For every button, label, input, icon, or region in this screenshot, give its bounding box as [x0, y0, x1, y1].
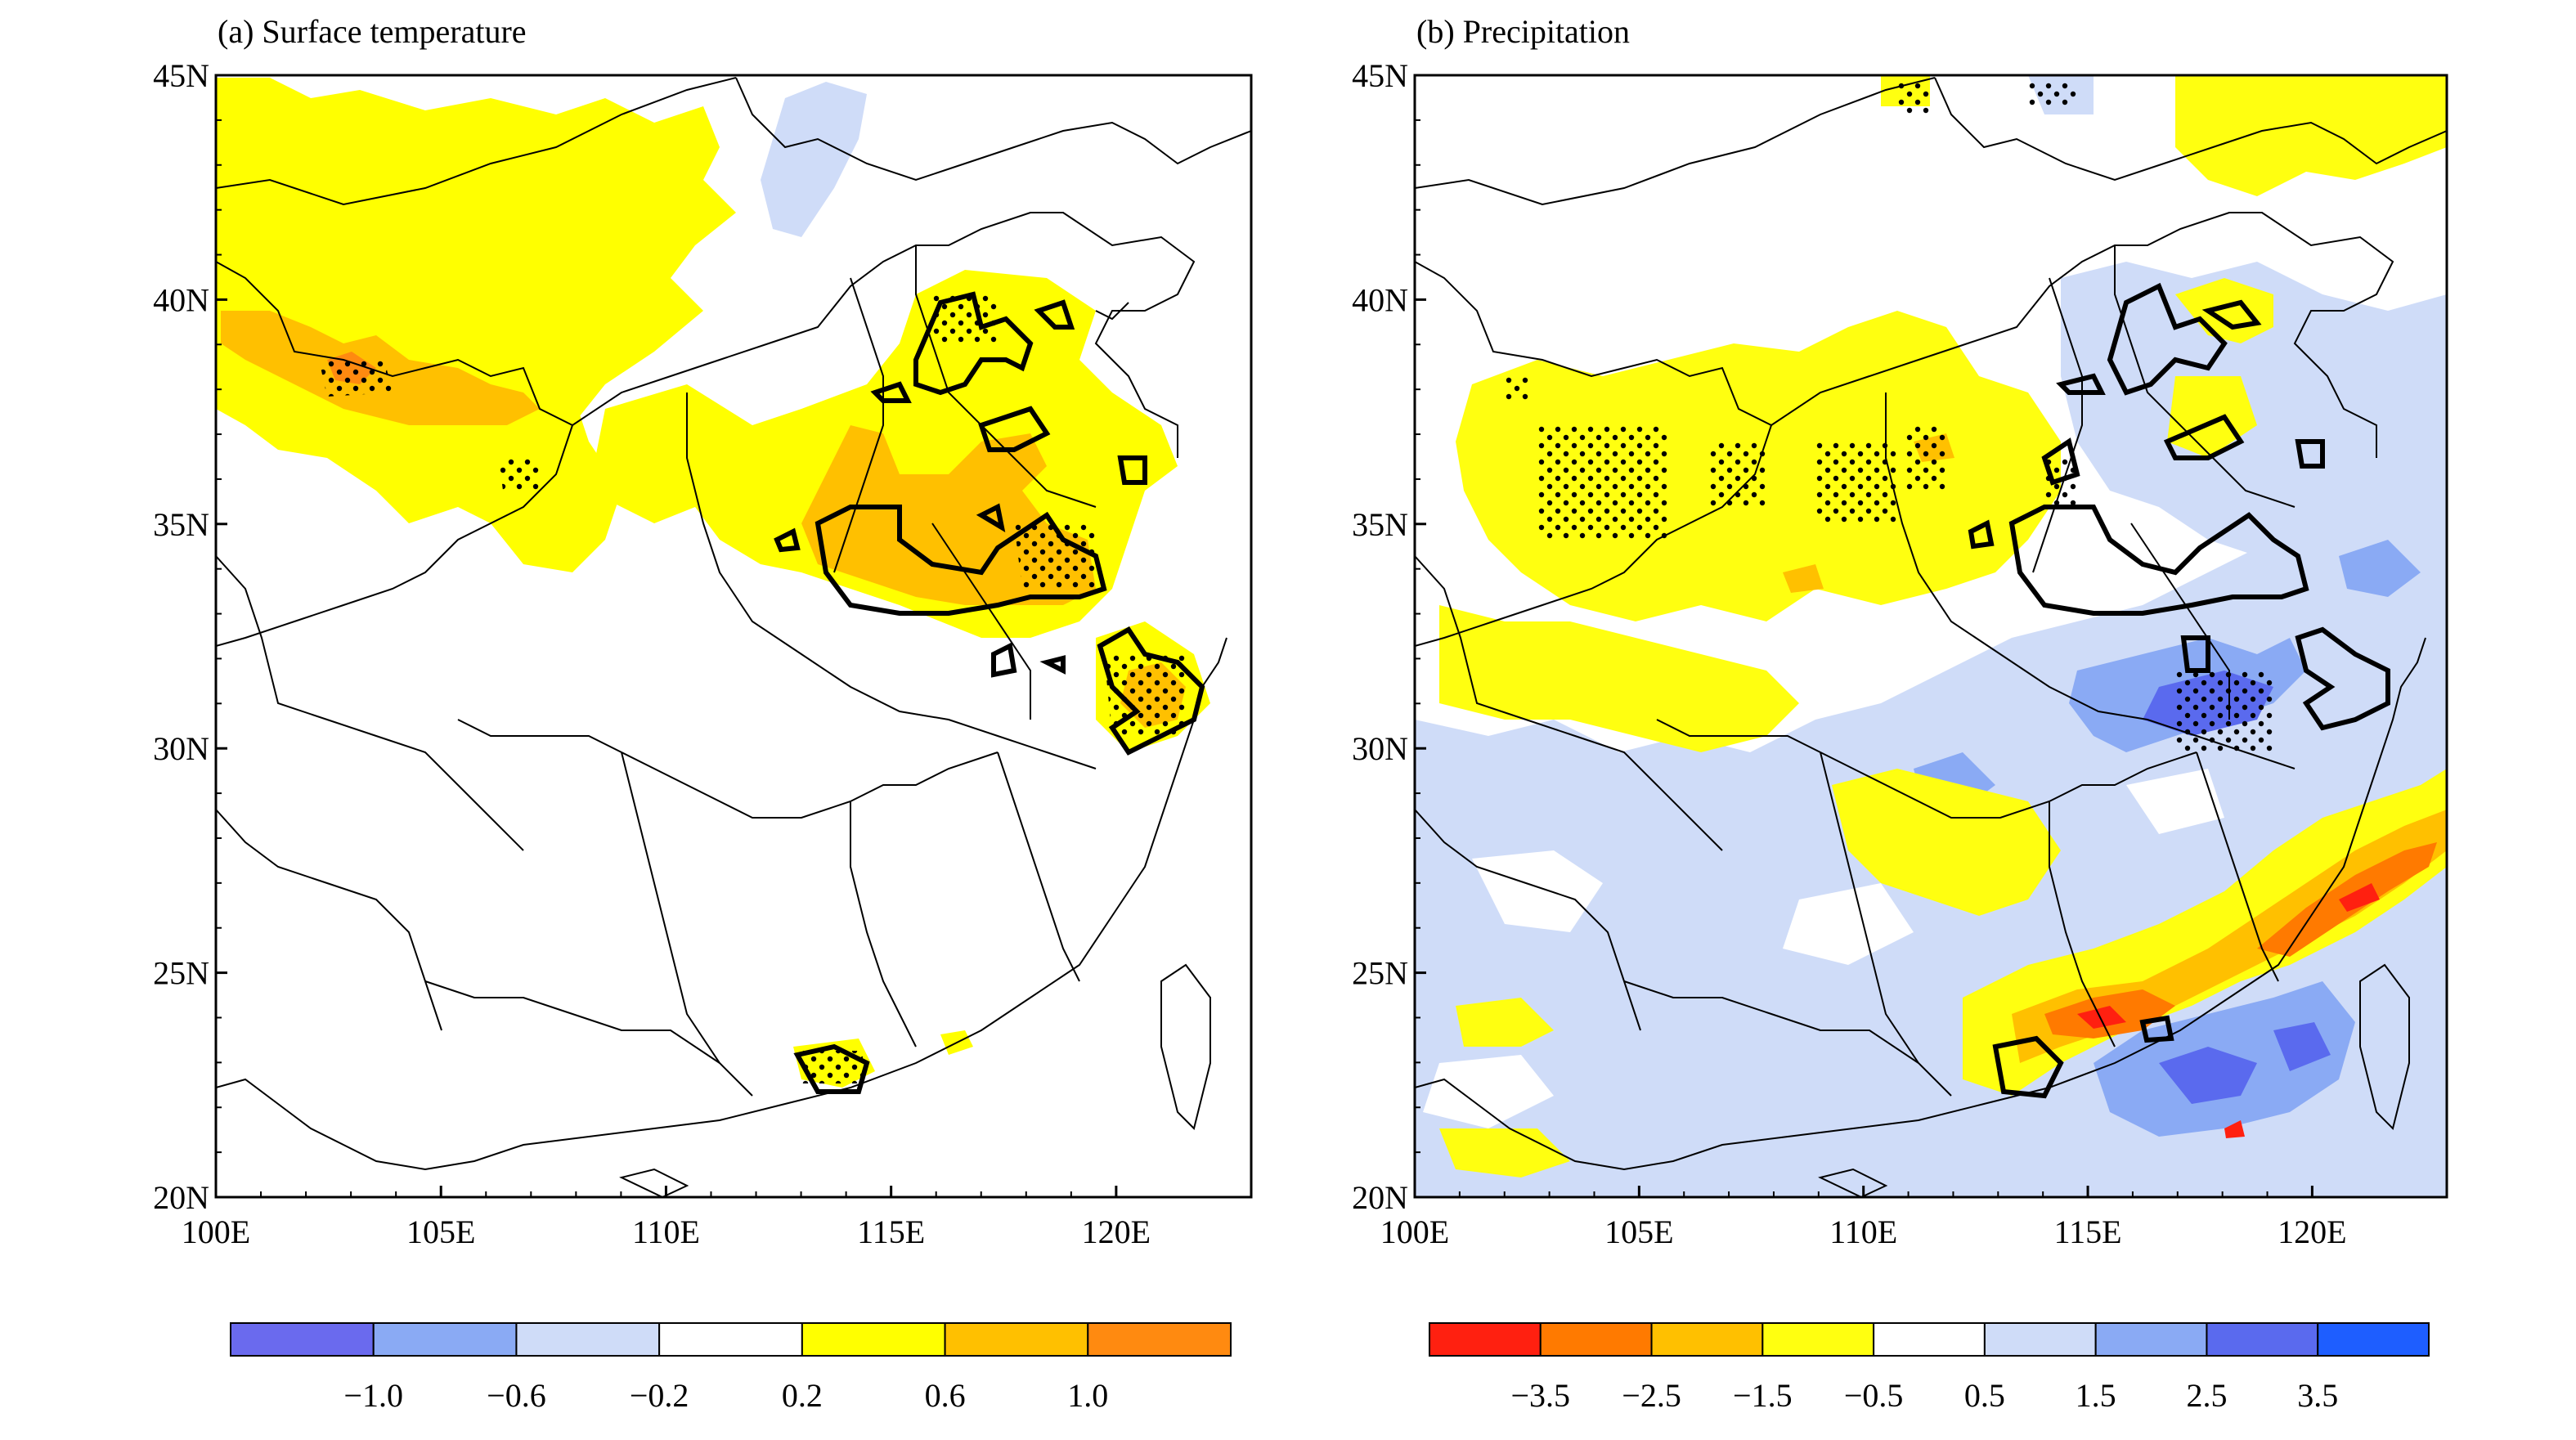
colorbar-label: 1.0: [1067, 1377, 1108, 1414]
panel-a-frame: [214, 74, 1253, 1199]
colorbar-swatch: [1761, 1322, 1875, 1357]
panel-b-title: (b) Precipitation: [1416, 13, 1630, 50]
y-tick-label: 40N: [153, 281, 209, 318]
colorbar-label: 0.2: [782, 1377, 823, 1414]
colorbar-swatch: [658, 1322, 803, 1357]
colorbar-swatch: [2317, 1322, 2430, 1357]
x-tick-label: 115E: [2054, 1213, 2122, 1250]
panel-a-map: [216, 75, 1251, 1197]
y-tick-label: 35N: [153, 506, 209, 543]
colorbar-swatch: [801, 1322, 946, 1357]
precip-light-blue-east: [2061, 262, 2447, 605]
admin-borders-a: [216, 77, 1251, 1197]
x-tick-label: 100E: [182, 1213, 250, 1250]
colorbar-label: 1.5: [2076, 1377, 2116, 1414]
colorbar-label: −3.5: [1510, 1377, 1570, 1414]
colorbar-swatch: [1539, 1322, 1653, 1357]
temp-significance-contours: [774, 291, 1205, 1094]
x-tick-label: 105E: [1604, 1213, 1673, 1250]
precip-neutral-patches: [1423, 769, 2224, 1128]
panel-a-colorbar: −1.0 −0.6 −0.2 0.2 0.6 1.0: [230, 1322, 1232, 1414]
precip-red: [2077, 883, 2380, 1138]
temp-stippling: [319, 294, 1186, 1083]
colorbar-swatch: [1087, 1322, 1232, 1357]
colorbar-label: 0.5: [1964, 1377, 2005, 1414]
x-tick-label: 110E: [632, 1213, 700, 1250]
colorbar-label: −1.0: [343, 1377, 403, 1414]
colorbar-swatch: [2094, 1322, 2208, 1357]
colorbar-label: −0.6: [487, 1377, 546, 1414]
temp-warm-area-northwest: [216, 343, 622, 572]
x-tick-label: 105E: [406, 1213, 475, 1250]
panel-b-axes: 100E 105E 110E 115E 120E 45N 40N 35N 30N 25N 20N: [1352, 57, 2347, 1250]
colorbar-swatch: [1983, 1322, 2097, 1357]
colorbar-label: 0.6: [925, 1377, 966, 1414]
colorbar-label: −0.5: [1844, 1377, 1904, 1414]
y-tick-label: 45N: [1352, 57, 1408, 94]
colorbar-label: 3.5: [2297, 1377, 2338, 1414]
y-tick-label: 35N: [1352, 506, 1408, 543]
colorbar-swatch: [515, 1322, 661, 1357]
y-tick-label: 20N: [153, 1179, 209, 1216]
panel-b-colorbar: −3.5 −2.5 −1.5 −0.5 0.5 1.5 2.5 3.5: [1429, 1322, 2430, 1414]
y-tick-label: 20N: [1352, 1179, 1408, 1216]
y-tick-label: 25N: [1352, 955, 1408, 992]
x-tick-label: 120E: [1082, 1213, 1151, 1250]
precip-yellow-north: [2175, 75, 2447, 196]
y-tick-label: 25N: [153, 955, 209, 992]
colorbar-label: −2.5: [1622, 1377, 1681, 1414]
precip-blue-mid: [1914, 540, 2421, 810]
colorbar-swatch: [1650, 1322, 1764, 1357]
colorbar-swatch: [230, 1322, 375, 1357]
y-tick-label: 30N: [153, 730, 209, 767]
colorbar-swatch: [944, 1322, 1089, 1357]
colorbar-swatch: [372, 1322, 518, 1357]
panel-a-axes: 100E 105E 110E 115E 120E 45N 40N 35N 30N 25N 20N: [153, 57, 1151, 1250]
precip-blue-dark: [2143, 671, 2331, 1104]
x-tick-label: 110E: [1829, 1213, 1897, 1250]
y-tick-label: 30N: [1352, 730, 1408, 767]
y-tick-label: 45N: [153, 57, 209, 94]
colorbar-label: −1.5: [1733, 1377, 1793, 1414]
panel-a: (a) Surface temperature: [153, 13, 1253, 1414]
panel-b-map: [1415, 75, 2447, 1197]
precip-yellow-south: [1832, 769, 2061, 916]
precip-stippling: [1505, 82, 2273, 752]
x-tick-label: 120E: [2278, 1213, 2346, 1250]
colorbar-label: −0.2: [630, 1377, 689, 1414]
colorbar-label: 2.5: [2186, 1377, 2227, 1414]
panel-a-title: (a) Surface temperature: [218, 13, 527, 50]
precip-yellow-central: [1439, 605, 1799, 752]
colorbar-swatch: [1873, 1322, 1986, 1357]
colorbar-swatch: [2206, 1322, 2319, 1357]
y-tick-label: 40N: [1352, 281, 1408, 318]
x-tick-label: 100E: [1380, 1213, 1449, 1250]
x-tick-label: 115E: [857, 1213, 925, 1250]
temp-cool-patch: [761, 82, 867, 237]
precip-dark-orange: [2044, 842, 2437, 1039]
panel-b: (b) Precipitation: [1352, 13, 2448, 1414]
admin-borders-b: [1415, 77, 2447, 1197]
colorbar-swatch: [1429, 1322, 1542, 1357]
panel-b-frame: [1413, 74, 2448, 1199]
precip-yellow-sw: [1439, 998, 1570, 1178]
precip-significance-contours: [1968, 282, 2390, 1099]
